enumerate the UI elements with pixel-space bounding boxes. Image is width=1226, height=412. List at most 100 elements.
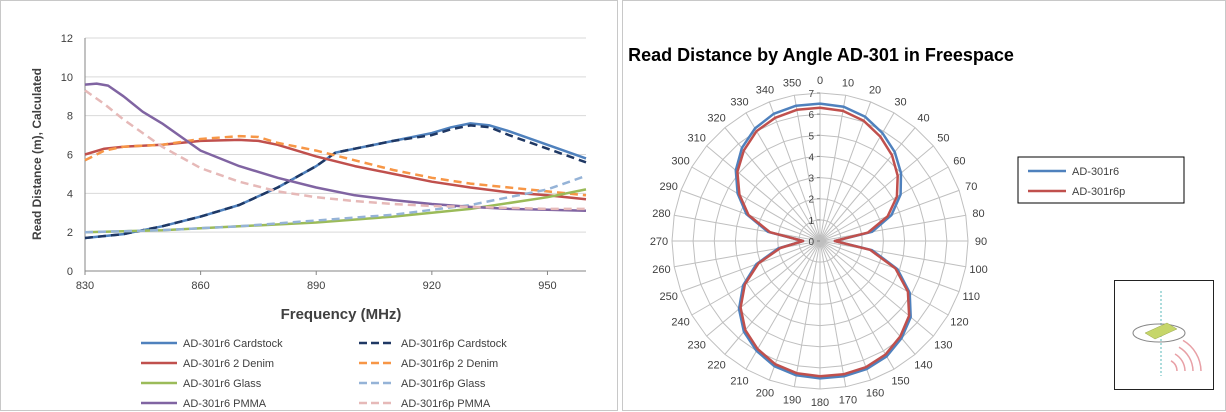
polar-chart: Read Distance by Angle AD-301 in Freespa… <box>628 45 1185 409</box>
spoke-line <box>724 127 821 242</box>
angle-tick-label: 150 <box>891 375 909 387</box>
spoke-line <box>674 240 821 268</box>
polar-series-line-1 <box>734 102 912 380</box>
spoke-line <box>819 240 960 293</box>
angle-tick-label: 240 <box>671 317 689 329</box>
legend-label: AD-301r6p 2 Denim <box>401 358 498 370</box>
angle-tick-label: 80 <box>972 208 984 220</box>
legend-label: AD-301r6 2 Denim <box>183 358 274 370</box>
spoke-line <box>819 240 966 268</box>
angle-tick-label: 110 <box>963 291 981 303</box>
spoke-line <box>745 240 821 370</box>
x-axis-label: Frequency (MHz) <box>281 306 402 323</box>
spoke-line <box>793 240 821 387</box>
spoke-line <box>706 145 821 242</box>
x-tick-label: 830 <box>76 280 94 292</box>
angle-tick-label: 100 <box>969 264 987 276</box>
r-tick-label: 2 <box>808 195 814 206</box>
spoke-line <box>793 95 821 242</box>
y-tick-label: 4 <box>67 188 73 200</box>
series-line-7 <box>84 82 587 213</box>
chart-title: Read Distance by Angle AD-301 in Freespa… <box>628 45 1014 65</box>
spoke-line <box>819 145 934 242</box>
series-line-6 <box>84 174 587 234</box>
r-tick-label: 4 <box>808 152 814 163</box>
y-tick-label: 8 <box>67 111 73 123</box>
angle-tick-label: 290 <box>660 181 678 193</box>
legend-label: AD-301r6 <box>1072 166 1119 178</box>
spoke-line <box>691 166 821 242</box>
r-tick-label: 6 <box>808 110 814 121</box>
angle-tick-label: 160 <box>866 387 884 399</box>
legend-label: AD-301r6p PMMA <box>401 398 491 410</box>
series-line-2 <box>84 124 587 240</box>
spoke-line <box>819 240 934 337</box>
spoke-line <box>819 166 949 242</box>
angle-tick-label: 190 <box>783 395 801 407</box>
angle-tick-label: 60 <box>953 156 965 168</box>
angle-tick-label: 200 <box>756 387 774 399</box>
angle-tick-label: 220 <box>707 359 725 371</box>
spoke-line <box>680 240 821 293</box>
spoke-line <box>819 240 949 316</box>
r-tick-label: 1 <box>808 216 814 227</box>
spoke-line <box>691 240 821 316</box>
legend-label: AD-301r6p Cardstock <box>401 338 507 350</box>
y-tick-label: 0 <box>67 266 73 278</box>
angle-tick-label: 50 <box>937 133 949 145</box>
spoke-line <box>819 240 916 355</box>
y-tick-label: 12 <box>61 33 73 45</box>
x-tick-label: 920 <box>423 280 441 292</box>
x-tick-label: 860 <box>191 280 209 292</box>
angle-tick-label: 350 <box>783 77 801 89</box>
x-tick-label: 950 <box>538 280 556 292</box>
frequency-line-chart: 0 2 4 6 8 10 12 830 860 890 920 950 Frequency (MHz… <box>30 33 587 410</box>
y-tick-label: 10 <box>61 72 73 84</box>
angle-tick-label: 70 <box>965 181 977 193</box>
angle-tick-label: 140 <box>914 359 932 371</box>
spoke-line <box>768 101 821 242</box>
angle-tick-label: 260 <box>652 264 670 276</box>
spoke-line <box>819 214 966 242</box>
angle-tick-label: 280 <box>652 208 670 220</box>
spoke-line <box>819 101 872 242</box>
r-tick-label: 5 <box>808 131 814 142</box>
legend-label: AD-301r6 PMMA <box>183 398 267 410</box>
spoke-line <box>768 240 821 381</box>
spoke-line <box>724 240 821 355</box>
spoke-line <box>819 240 895 370</box>
angle-tick-label: 250 <box>660 291 678 303</box>
angle-tick-label: 230 <box>687 339 705 351</box>
spoke-line <box>706 240 821 337</box>
polar-legend: AD-301r6 AD-301r6p <box>1017 156 1185 204</box>
tag-orientation-inset <box>1114 280 1214 390</box>
y-tick-label: 6 <box>67 150 73 162</box>
legend-label: AD-301r6 Cardstock <box>183 338 283 350</box>
angle-tick-label: 130 <box>934 339 952 351</box>
legend-box <box>1017 156 1185 204</box>
angle-tick-label: 210 <box>730 375 748 387</box>
series-line-5 <box>84 188 587 234</box>
wave-arc <box>1170 360 1178 372</box>
spoke-line <box>819 240 872 381</box>
angle-tick-label: 120 <box>950 317 968 329</box>
angle-tick-label: 270 <box>650 236 668 248</box>
angle-tick-label: 340 <box>756 85 774 97</box>
legend-label: AD-301r6 Glass <box>183 378 262 390</box>
left-chart-panel: 0 2 4 6 8 10 12 830 860 890 920 950 Frequency (MHz… <box>0 0 618 411</box>
series-line-3 <box>84 138 587 201</box>
angle-tick-label: 300 <box>671 156 689 168</box>
legend-label: AD-301r6p <box>1072 186 1125 198</box>
tag-orientation-icon <box>1132 291 1202 376</box>
wave-arc <box>1182 339 1202 372</box>
polar-series-line-2 <box>736 106 911 378</box>
x-tick-label: 890 <box>307 280 325 292</box>
spoke-line <box>674 214 821 242</box>
r-tick-label: 3 <box>808 174 814 185</box>
legend-label: AD-301r6p Glass <box>401 378 486 390</box>
spoke-line <box>819 127 916 242</box>
spoke-line <box>819 95 847 242</box>
wave-arc <box>1178 346 1194 372</box>
angle-tick-label: 30 <box>894 97 906 109</box>
r-tick-label: 7 <box>808 89 814 100</box>
